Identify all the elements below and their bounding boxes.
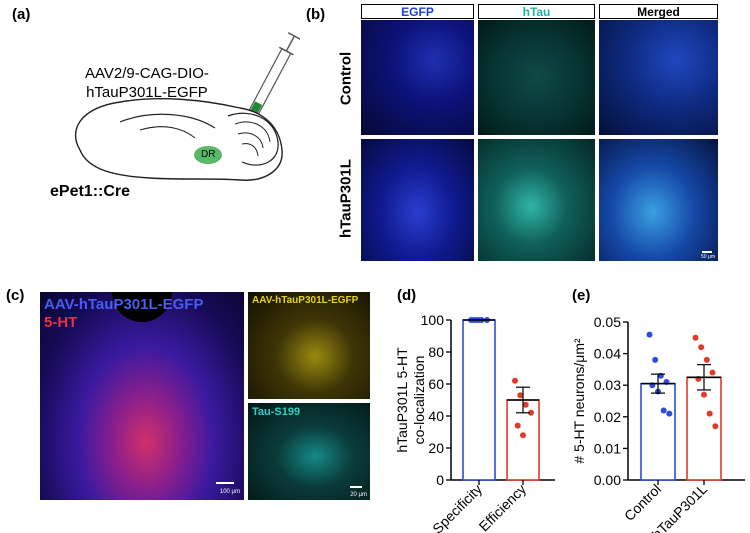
column-header-egfp: EGFP <box>361 4 474 19</box>
bar <box>640 382 676 481</box>
bar <box>462 319 496 481</box>
y-axis-label: hTauP301L 5-HT <box>395 347 410 453</box>
data-point <box>520 432 526 439</box>
image-dr-overview: AAV-hTauP301L-EGFP 5-HT 100 μm <box>40 292 244 500</box>
y-tick-label: 0.01 <box>594 440 621 456</box>
data-point <box>703 356 710 363</box>
scale-bar-c-inset <box>350 486 362 488</box>
data-point <box>660 407 667 414</box>
data-point <box>512 377 518 384</box>
scale-label-b: 50 μm <box>701 254 715 260</box>
construct-line-2: hTauP301L-EGFP <box>86 84 208 101</box>
column-header-htau: hTau <box>478 4 595 19</box>
y-tick-label: 0.00 <box>594 472 621 488</box>
scale-label-c-main: 100 μm <box>219 489 240 495</box>
scale-bar-b <box>702 251 712 253</box>
image-inset-egfp: AAV-hTauP301L-EGFP <box>248 292 370 399</box>
panel-label-e: (e) <box>572 287 591 304</box>
y-tick-label: 20 <box>428 440 444 456</box>
data-point <box>652 356 659 363</box>
brain-injection-diagram <box>75 32 300 181</box>
dr-label: DR <box>201 149 216 160</box>
panel-label-b: (b) <box>306 6 326 23</box>
y-tick-label: 0.04 <box>594 346 621 362</box>
data-point <box>698 344 705 351</box>
data-point <box>712 423 719 430</box>
dr-region <box>194 146 222 164</box>
x-tick-label: Efficiency <box>476 481 530 533</box>
label-aav-htau: AAV-hTauP301L-EGFP <box>44 296 204 313</box>
y-tick-label: 0.05 <box>594 314 621 330</box>
data-point <box>701 391 707 398</box>
data-point <box>646 331 653 338</box>
construct-line-1: AAV2/9-CAG-DIO- <box>85 65 209 82</box>
scale-label-c-inset: 20 μm <box>350 492 367 498</box>
image-inset-tau-s199: Tau-S199 20 μm <box>248 403 370 500</box>
data-point <box>528 409 534 416</box>
data-point <box>692 334 699 341</box>
image-control-merged <box>599 20 718 135</box>
x-tick-label: Control <box>621 481 664 524</box>
row-label-control: Control <box>337 51 355 106</box>
cerebellum-outline <box>227 112 279 166</box>
scale-bar-c-main <box>216 482 234 484</box>
row-label-htaup301l: hTauP301L <box>337 159 355 238</box>
data-point <box>517 392 524 399</box>
data-point <box>666 410 673 417</box>
data-point <box>514 422 521 429</box>
image-htau-htau <box>478 139 595 261</box>
y-tick-label: 0.03 <box>594 377 621 393</box>
y-axis-label: co-localization <box>411 356 427 445</box>
y-tick-label: 80 <box>428 344 444 360</box>
panel-label-d: (d) <box>397 287 417 304</box>
y-axis-label: # 5-HT neurons/μm² <box>571 338 587 464</box>
image-htau-egfp <box>361 139 474 261</box>
mouse-line-label: ePet1::Cre <box>50 183 131 200</box>
panel-label-a: (a) <box>12 6 31 23</box>
data-point <box>522 401 529 408</box>
y-tick-label: 60 <box>428 376 444 392</box>
data-point <box>706 410 713 417</box>
label-5ht: 5-HT <box>44 314 78 331</box>
label-inset-aav: AAV-hTauP301L-EGFP <box>252 295 359 306</box>
image-htau-merged: 50 μm <box>599 139 718 261</box>
chart-colocalization: 0 20 40 60 80 100 hTauP301L 5-HT co-localizatio… <box>395 312 555 533</box>
panel-label-c: (c) <box>6 287 25 304</box>
y-tick-label: 0 <box>436 472 444 488</box>
construct-label: AAV2/9-CAG-DIO- hTauP301L-EGFP <box>85 64 209 102</box>
label-inset-tau: Tau-S199 <box>252 406 301 418</box>
y-tick-label: 100 <box>421 312 445 328</box>
y-tick-label: 0.02 <box>594 409 621 425</box>
image-control-htau <box>478 20 595 135</box>
column-header-merged: Merged <box>599 4 718 19</box>
chart-5ht-density: 0.00 0.01 0.02 0.03 0.04 0.05 # 5-HT neurons/μ… <box>571 314 745 533</box>
image-control-egfp <box>361 20 474 135</box>
data-point <box>709 369 716 376</box>
y-tick-label: 40 <box>428 408 444 424</box>
